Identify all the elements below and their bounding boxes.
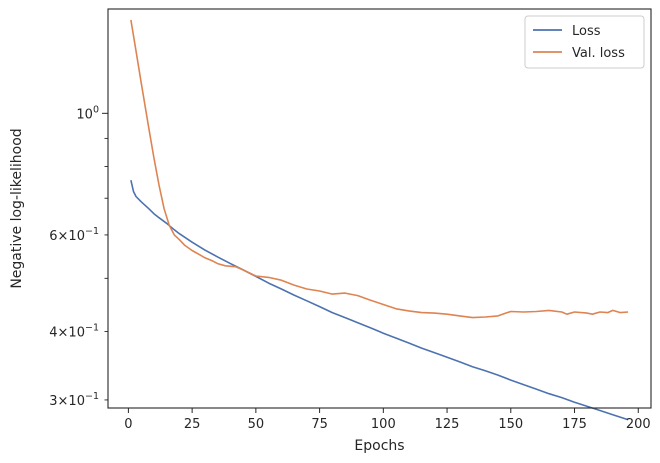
- x-tick-label: 175: [562, 417, 587, 432]
- legend-label: Loss: [572, 24, 601, 39]
- axes-frame: [107, 8, 652, 409]
- legend-label: Val. loss: [572, 46, 625, 61]
- x-tick-label: 200: [626, 417, 651, 432]
- x-tick-label: 100: [371, 417, 396, 432]
- y-tick-label: 100: [76, 104, 99, 122]
- x-tick-label: 75: [311, 417, 328, 432]
- y-tick-label: 6×10−1: [49, 226, 99, 244]
- plot-area: [130, 19, 629, 421]
- x-tick-label: 150: [498, 417, 523, 432]
- x-axis: 0 25 50 75 100 125 150 175 200: [124, 408, 651, 432]
- series-line: [130, 19, 629, 319]
- x-tick-label: 0: [124, 417, 132, 432]
- legend-box: [524, 15, 645, 69]
- x-tick-label: 25: [184, 417, 201, 432]
- x-tick-label: 125: [435, 417, 460, 432]
- x-tick-label: 50: [248, 417, 265, 432]
- y-tick-label: 3×10−1: [49, 391, 99, 409]
- x-axis-label: Epochs: [354, 438, 404, 454]
- legend: Loss Val. loss: [524, 15, 645, 69]
- y-tick-label: 4×10−1: [49, 322, 99, 340]
- y-axis-label: Negative log-likelihood: [9, 128, 25, 288]
- y-axis: 100 3×10−1 4×10−1 6×10−1: [49, 104, 108, 409]
